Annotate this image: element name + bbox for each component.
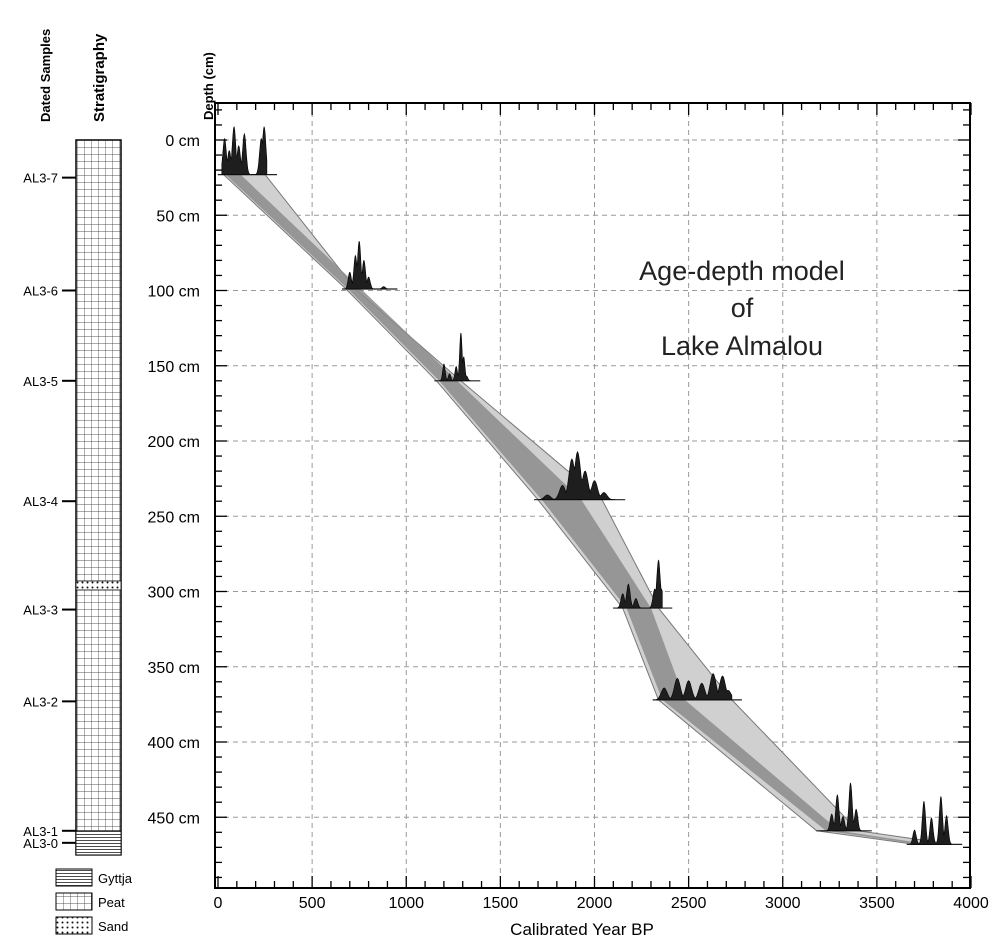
calib-distribution-al3-2 [652,672,742,701]
y-tick-labels: 0 cm 50 cm 100 cm 150 cm 200 cm 250 cm 300 cm 3… [148,133,200,827]
chart-title: Age-depth model of Lake Almalou [639,256,845,361]
sample-label-al3-6: AL3-6 [23,284,58,299]
distribution-shape [345,241,388,290]
axis-ticks [215,103,972,888]
x-tick-label: 3000 [765,895,801,912]
legend-swatch-peat [55,892,93,911]
x-tick-label: 500 [299,895,326,912]
x-tick-label: 3500 [859,895,895,912]
y-tick-label: 200 cm [148,434,200,451]
x-tick-label: 1500 [483,895,519,912]
gyttja-layer [75,830,122,856]
x-axis-label: Calibrated Year BP [510,920,654,939]
calib-distribution-al3-7 [217,126,277,176]
stratigraphy-legend: Gyttja Peat Sand [55,868,133,935]
stratigraphy-header: Stratigraphy [91,33,108,122]
y-axis-label: Depth (cm) [201,52,216,120]
y-tick-label: 150 cm [148,359,200,376]
x-tick-labels: 0 500 1000 1500 2000 2500 3000 3500 4000 [214,895,989,912]
legend-label-sand: Sand [98,919,128,934]
title-line-1: Age-depth model [639,256,845,286]
dated-samples-header: Dated Samples [38,29,53,122]
title-line-3: Lake Almalou [661,331,823,361]
title-line-2: of [731,293,754,323]
x-tick-label: 2000 [577,895,613,912]
x-tick-label: 1000 [388,895,424,912]
y-tick-label: 400 cm [148,735,200,752]
y-tick-label: 350 cm [148,660,200,677]
legend-swatch-sand [55,916,93,935]
y-tick-label: 450 cm [148,810,200,827]
sample-label-al3-1: AL3-1 [23,824,58,839]
sand-layer [75,580,122,591]
plot-frame [214,102,971,889]
sample-label-al3-3: AL3-3 [23,603,58,618]
peat-layer [75,139,122,856]
y-tick-label: 250 cm [148,509,200,526]
distribution-shape [221,126,268,175]
distribution-shape [656,672,733,701]
x-tick-label: 2500 [671,895,707,912]
y-tick-label: 100 cm [148,284,200,301]
distribution-shape [438,332,471,382]
distribution-shape [616,559,663,609]
sample-label-al3-2: AL3-2 [23,694,58,709]
calib-distribution-al3-0 [906,796,963,845]
calib-distribution-al3-6 [342,241,398,290]
sample-label-al3-7: AL3-7 [23,171,58,186]
y-tick-label: 300 cm [148,585,200,602]
calib-distribution-al3-1 [816,782,872,832]
calibration-distributions [217,126,963,845]
distribution-shape [537,450,616,500]
envelope-dark [225,174,930,845]
sample-label-al3-0: AL3-0 [23,836,58,851]
legend-swatch-gyttja [55,868,93,887]
calib-distribution-al3-5 [434,332,481,382]
calib-distribution-al3-4 [534,450,626,501]
y-tick-label: 0 cm [165,133,200,150]
distribution-shape [910,796,953,845]
x-tick-label: 0 [214,895,223,912]
sample-label-al3-4: AL3-4 [23,494,58,509]
legend-label-peat: Peat [98,895,125,910]
legend-label-gyttja: Gyttja [98,871,133,886]
stratigraphy-column [75,139,122,856]
distribution-shape [820,782,863,832]
plot-area: 0 cm 50 cm 100 cm 150 cm 200 cm 250 cm 300 cm 3… [148,102,989,912]
y-tick-label: 50 cm [156,208,200,225]
calib-distribution-al3-3 [613,559,673,609]
sample-label-al3-5: AL3-5 [23,374,58,389]
x-tick-label: 4000 [953,895,989,912]
